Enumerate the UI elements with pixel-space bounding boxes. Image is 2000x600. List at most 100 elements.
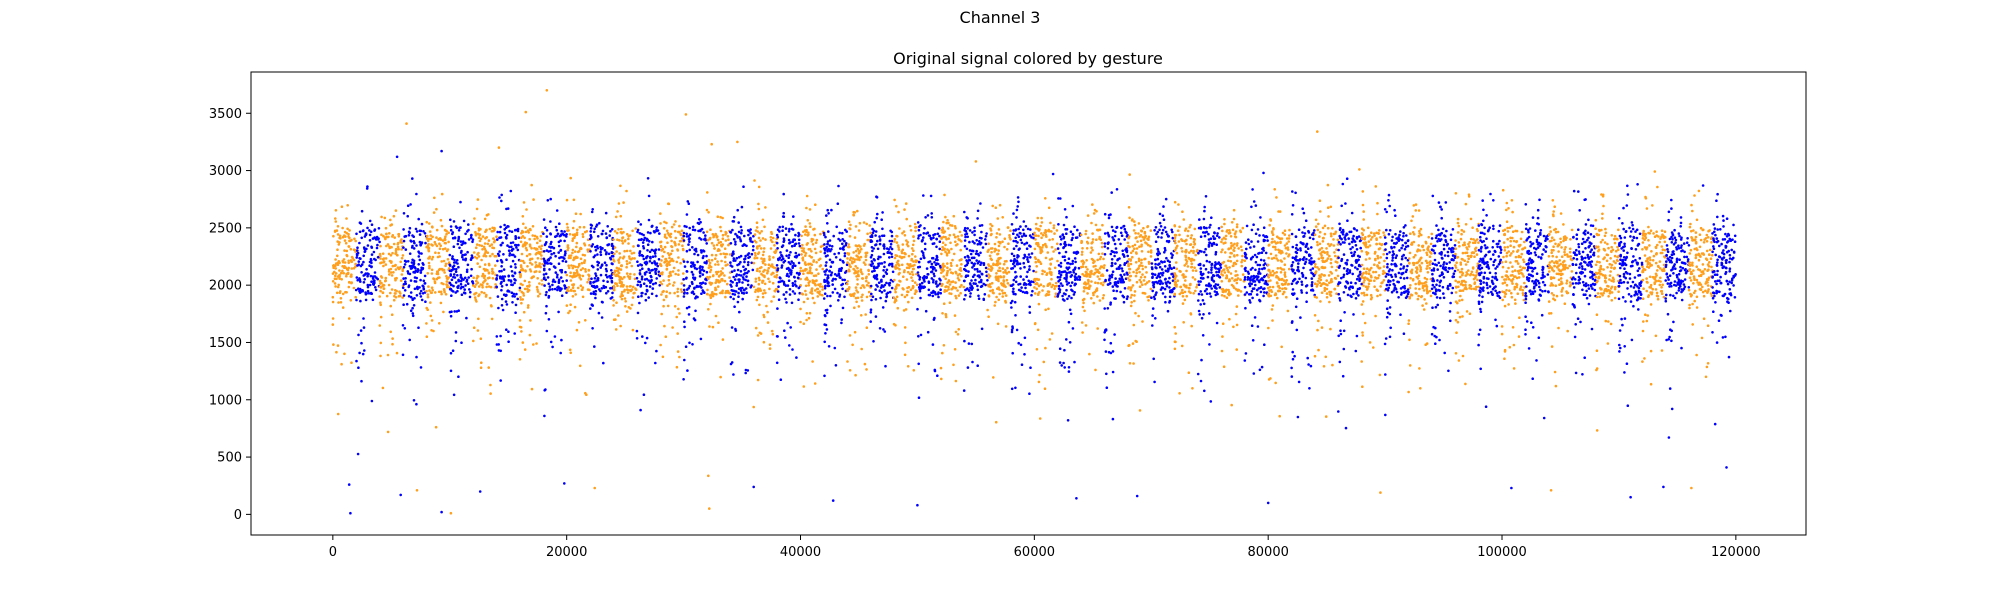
data-point bbox=[896, 235, 899, 238]
data-point bbox=[1037, 302, 1041, 306]
data-point bbox=[847, 287, 851, 291]
data-point bbox=[424, 241, 427, 245]
data-point bbox=[754, 277, 758, 281]
data-point bbox=[460, 276, 463, 279]
data-point bbox=[484, 230, 487, 233]
data-point bbox=[519, 264, 523, 267]
data-point bbox=[559, 234, 563, 237]
data-point bbox=[994, 275, 998, 279]
data-point bbox=[721, 237, 725, 240]
data-point bbox=[519, 326, 523, 329]
data-point bbox=[659, 262, 662, 266]
data-point bbox=[444, 264, 447, 268]
data-point bbox=[972, 282, 975, 285]
data-point bbox=[808, 311, 812, 315]
data-point bbox=[763, 289, 766, 292]
data-point bbox=[854, 296, 858, 300]
data-point bbox=[709, 296, 713, 300]
data-point bbox=[659, 280, 662, 284]
data-point bbox=[571, 251, 574, 255]
data-point bbox=[799, 284, 802, 287]
data-point bbox=[989, 289, 992, 293]
data-point bbox=[518, 319, 522, 322]
data-point bbox=[671, 270, 675, 273]
data-point bbox=[879, 286, 883, 289]
data-point bbox=[663, 261, 666, 264]
data-point bbox=[572, 273, 576, 277]
data-point bbox=[528, 243, 532, 246]
data-point bbox=[391, 342, 394, 346]
data-point bbox=[1001, 292, 1005, 295]
data-point bbox=[383, 216, 387, 220]
data-point bbox=[971, 275, 975, 279]
data-point bbox=[831, 279, 834, 282]
data-point bbox=[990, 258, 993, 262]
data-point bbox=[757, 185, 761, 189]
data-point bbox=[1094, 281, 1097, 285]
data-point bbox=[547, 318, 551, 321]
data-point bbox=[691, 225, 695, 229]
data-point bbox=[1053, 232, 1056, 235]
data-point bbox=[799, 277, 802, 281]
data-point bbox=[606, 280, 609, 284]
data-point bbox=[1110, 273, 1114, 277]
data-point bbox=[429, 237, 433, 241]
data-point bbox=[973, 229, 976, 233]
data-point bbox=[894, 298, 897, 301]
data-point bbox=[994, 420, 998, 424]
data-point bbox=[1095, 210, 1098, 213]
data-point bbox=[358, 351, 361, 355]
data-point bbox=[925, 267, 929, 270]
data-point bbox=[522, 310, 526, 314]
data-point bbox=[754, 288, 758, 292]
data-point bbox=[630, 252, 634, 255]
data-point bbox=[721, 233, 725, 237]
data-point bbox=[519, 298, 522, 301]
data-point bbox=[340, 205, 344, 208]
data-point bbox=[419, 244, 423, 247]
data-point bbox=[654, 254, 657, 258]
data-point bbox=[895, 241, 899, 244]
data-point bbox=[806, 278, 809, 281]
data-point bbox=[979, 251, 982, 255]
data-point bbox=[449, 274, 453, 277]
data-point bbox=[1004, 294, 1008, 297]
data-point bbox=[1058, 284, 1061, 288]
data-point bbox=[529, 270, 533, 273]
data-point bbox=[551, 345, 554, 349]
data-point bbox=[1116, 281, 1120, 285]
data-point bbox=[451, 257, 455, 261]
data-point bbox=[960, 263, 963, 266]
data-point bbox=[746, 253, 750, 256]
data-point bbox=[596, 244, 599, 248]
data-point bbox=[625, 285, 629, 288]
data-point bbox=[1003, 237, 1007, 240]
data-point bbox=[476, 262, 480, 265]
data-point bbox=[813, 233, 817, 237]
data-point bbox=[619, 256, 622, 259]
data-point bbox=[756, 246, 759, 250]
data-point bbox=[818, 285, 822, 288]
data-point bbox=[568, 348, 572, 352]
data-point bbox=[1121, 294, 1124, 298]
data-point bbox=[559, 276, 563, 279]
data-point bbox=[1129, 262, 1133, 266]
data-point bbox=[1041, 243, 1045, 247]
data-point bbox=[1122, 280, 1125, 284]
data-point bbox=[871, 295, 875, 299]
data-point bbox=[612, 272, 615, 276]
data-point bbox=[370, 399, 374, 403]
data-point bbox=[1146, 237, 1149, 241]
data-point bbox=[441, 268, 445, 272]
data-point bbox=[525, 208, 528, 211]
data-point bbox=[880, 280, 883, 283]
data-point bbox=[457, 309, 461, 313]
data-point bbox=[1019, 225, 1022, 228]
data-point bbox=[594, 274, 598, 278]
data-point bbox=[878, 289, 882, 293]
data-point bbox=[402, 277, 405, 280]
data-point bbox=[878, 242, 882, 246]
data-point bbox=[919, 296, 922, 300]
data-point bbox=[754, 229, 758, 232]
data-point bbox=[530, 387, 534, 391]
